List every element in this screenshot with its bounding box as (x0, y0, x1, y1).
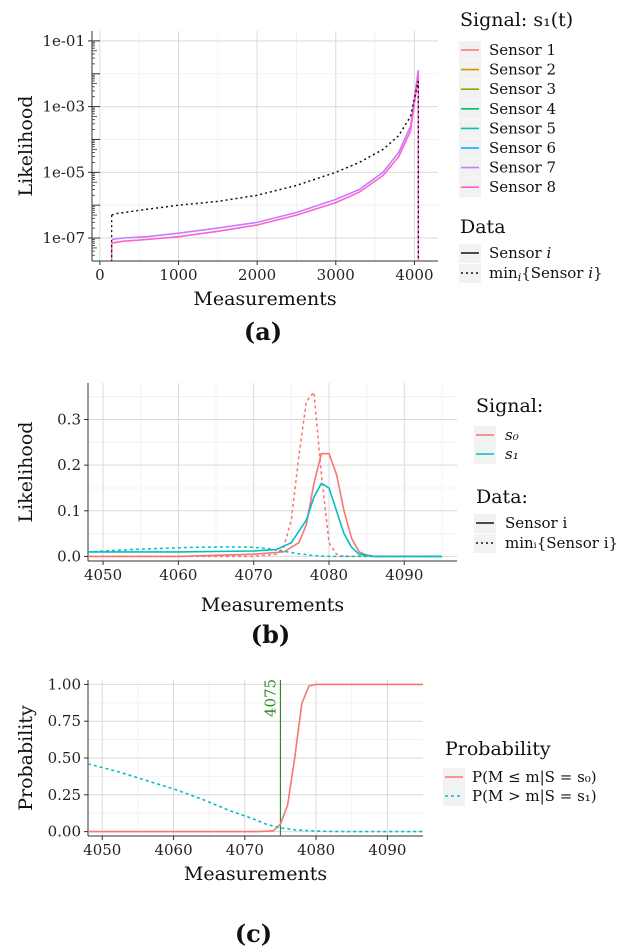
y-tick-label: 0.2 (57, 456, 81, 474)
y-tick-label: 0.1 (57, 502, 81, 520)
y-tick-label: 1e-07 (42, 229, 85, 247)
legend-data-title: Data (460, 216, 506, 238)
panel-label: (a) (244, 317, 282, 346)
panel-label: (b) (251, 620, 291, 649)
brace: } (593, 264, 603, 282)
minimum-line (111, 80, 420, 216)
x-axis-label: Measurements (193, 288, 336, 310)
legend-signal-title: Signal: s₁(t) (460, 9, 573, 31)
x-tick-label: 4070 (226, 841, 264, 859)
x-axis-label: Measurements (201, 594, 344, 616)
series-0-minimum-line (88, 390, 442, 558)
legend-label-1: P(M > m|S = s₁) (472, 787, 597, 805)
x-tick-label: 4080 (310, 566, 348, 584)
threshold-label: 4075 (261, 679, 279, 717)
x-tick-label: 4050 (84, 566, 122, 584)
panel-label: (c) (235, 919, 272, 948)
panel-c-legend: Probability P(M ≤ m|S = s₀)P(M > m|S = s₁… (443, 738, 597, 806)
x-tick-label: 4090 (385, 566, 423, 584)
y-tick-label: 0.0 (57, 547, 81, 565)
series-1-sensor-line (88, 482, 442, 558)
legend-label-0: P(M ≤ m|S = s₀) (472, 768, 597, 786)
y-tick-label: 1e-05 (42, 163, 85, 181)
y-tick-label: 0.00 (48, 823, 81, 841)
probability-series-1-line (87, 763, 423, 833)
legend-label-s1: s₁ (505, 445, 519, 463)
y-tick-label: 0.25 (48, 786, 81, 804)
legend-label-sensor-7: Sensor 7 (489, 159, 556, 177)
legend-label-sensor-1: Sensor 1 (489, 41, 556, 59)
series-1-minimum-line (87, 546, 442, 558)
legend-label-sensor-4: Sensor 4 (489, 100, 556, 118)
x-tick-label: 0 (95, 266, 105, 284)
legend-label-minimum: mini{Sensor i} (489, 264, 603, 284)
panel-c-plot: 4075 (87, 679, 423, 836)
panel-b-axes: 4050 4060 4070 4080 4090 0.0 0.1 0.2 0.3 Measurem… (15, 383, 457, 649)
legend-label-sensor-i: Sensor i (489, 244, 551, 262)
x-axis-label: Measurements (184, 863, 327, 885)
legend-data-title: Data: (476, 486, 528, 508)
y-tick-label: 1e-01 (42, 32, 85, 50)
label-rest: {Sensor (521, 264, 588, 282)
x-tick-label: 1000 (159, 266, 197, 284)
x-tick-label: 4080 (297, 841, 335, 859)
series-0-sensor-line (88, 452, 442, 558)
legend-key-bg (474, 534, 496, 553)
y-tick-label: 0.3 (57, 411, 81, 429)
legend-key-bg (459, 264, 481, 283)
x-tick-label: 4050 (83, 841, 121, 859)
sensor-7-line (111, 69, 420, 241)
panel-a-plot (110, 69, 420, 261)
y-axis-label: Probability (15, 705, 37, 811)
probability-series-0-line (88, 683, 423, 833)
panel-b-plot (87, 390, 442, 558)
x-tick-label: 4060 (159, 566, 197, 584)
y-tick-label: 0.75 (48, 712, 81, 730)
legend-label-s0: s₀ (505, 426, 519, 444)
legend-label-sensor-i: Sensor i (505, 514, 567, 532)
legend-label-sensor-5: Sensor 5 (489, 119, 556, 137)
legend-label-sensor-6: Sensor 6 (489, 139, 556, 157)
x-tick-label: 2000 (238, 266, 276, 284)
legend-label-minimum: minᵢ{Sensor i} (505, 534, 618, 552)
legend-label-sensor-2: Sensor 2 (489, 61, 556, 79)
x-tick-label: 3000 (317, 266, 355, 284)
legend-label-sensor-3: Sensor 3 (489, 80, 556, 98)
italic-i: i (588, 264, 593, 282)
sensor-8-line (111, 75, 420, 244)
y-axis-label: Likelihood (15, 96, 37, 197)
legend-signal-title: Signal: (476, 395, 543, 417)
x-tick-label: 4090 (368, 841, 406, 859)
x-tick-label: 4070 (235, 566, 273, 584)
subscript: i (518, 271, 522, 284)
x-tick-label: 4060 (154, 841, 192, 859)
legend-title: Probability (445, 738, 551, 760)
x-tick-label: 4000 (395, 266, 433, 284)
italic-i: i (546, 244, 551, 262)
panel-c-axes: 4050 4060 4070 4080 4090 0.00 0.25 0.50 0.75 1.00… (15, 675, 423, 948)
y-tick-label: 1e-03 (42, 98, 85, 116)
y-axis-label: Likelihood (15, 422, 37, 523)
legend-label-sensor-8: Sensor 8 (489, 178, 556, 196)
panel-a-axes: 0 1000 2000 3000 4000 1e-07 1e-05 1e-03 1e-01 Mea… (15, 31, 438, 346)
y-tick-label: 1.00 (48, 675, 81, 693)
y-tick-label: 0.50 (48, 749, 81, 767)
